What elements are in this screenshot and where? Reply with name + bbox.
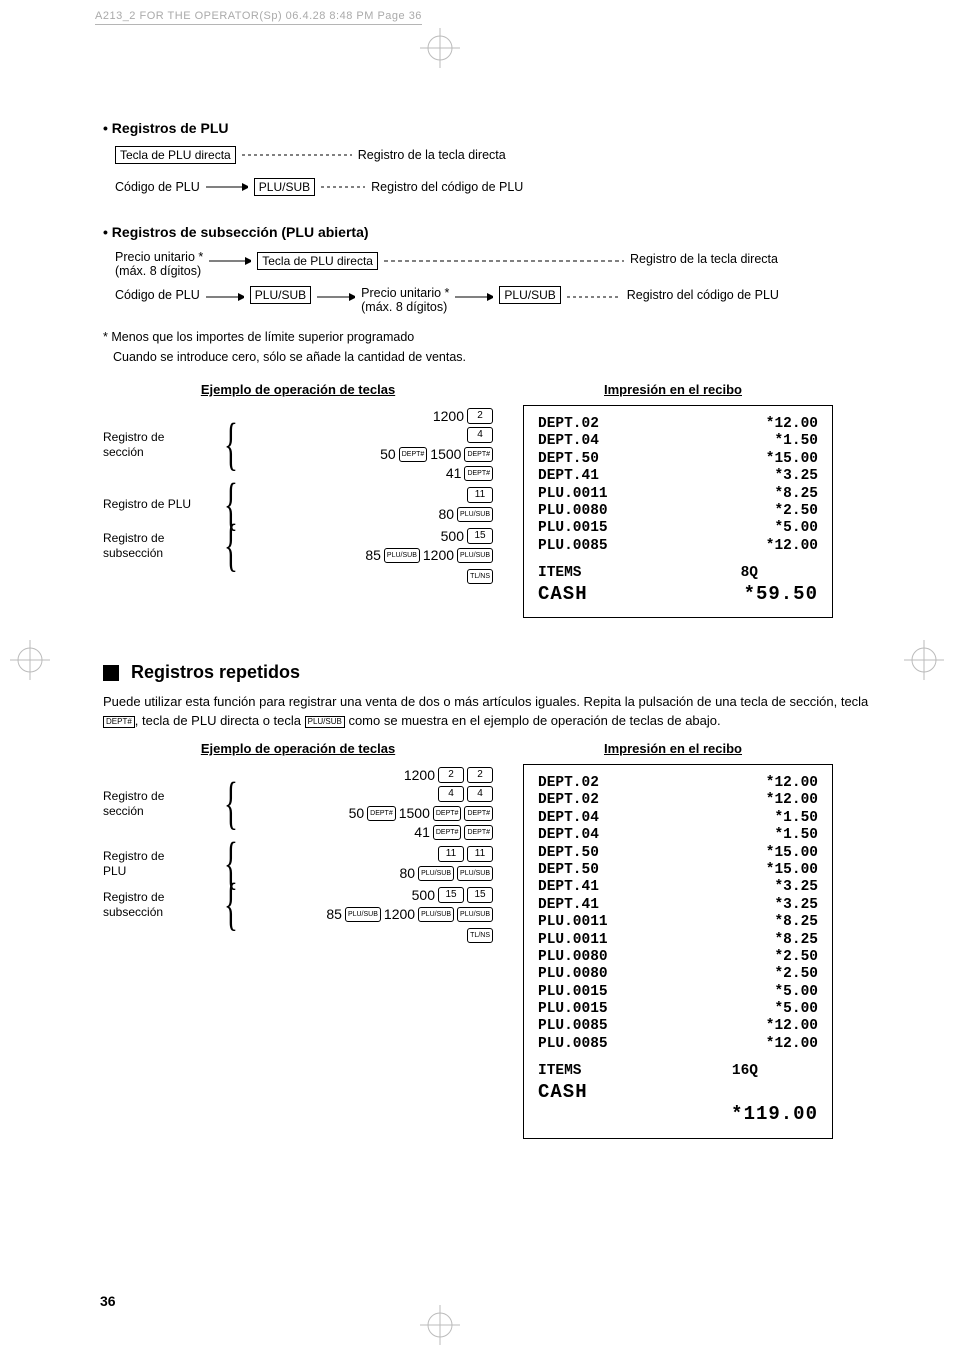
- direct-result: Registro de la tecla directa: [630, 252, 778, 266]
- registration-mark-bottom: [420, 1305, 460, 1345]
- heading-repeat: Registros repetidos: [103, 662, 896, 683]
- label-subseccion-2: Registro de subsección: [103, 890, 213, 919]
- plu-code-label: Código de PLU: [115, 180, 200, 194]
- registration-mark-top: [420, 28, 460, 68]
- footnote-1: * Menos que los importes de límite super…: [103, 330, 896, 344]
- plusub-key-inline: PLU/SUB: [305, 716, 345, 728]
- section-subsection-title: • Registros de subsección (PLU abierta): [103, 224, 896, 240]
- plusub-key: PLU/SUB: [254, 178, 315, 196]
- keyops-header: Ejemplo de operación de teclas: [103, 382, 493, 397]
- price-label-group: Precio unitario * (máx. 8 dígitos): [115, 250, 203, 278]
- code-result: Registro del código de PLU: [371, 180, 523, 194]
- registration-mark-right: [904, 640, 944, 680]
- code-label: Código de PLU: [115, 288, 200, 302]
- receipt-printout-1: DEPT.02*12.00DEPT.04*1.50DEPT.50*15.00DE…: [523, 405, 833, 618]
- footnote-2: Cuando se introduce cero, sólo se añade …: [113, 350, 896, 364]
- plu-direct-flow: Tecla de PLU directa Registro de la tecl…: [115, 146, 896, 164]
- plusub-key: PLU/SUB: [250, 286, 311, 304]
- section-plu-title: • Registros de PLU: [103, 120, 896, 136]
- subsection-code-flow: Código de PLU PLU/SUB Precio unitario * …: [115, 286, 896, 314]
- direct-plu-key: Tecla de PLU directa: [257, 252, 378, 270]
- plusub-key-2: PLU/SUB: [499, 286, 560, 304]
- subsection-direct-flow: Precio unitario * (máx. 8 dígitos) Tecla…: [115, 250, 896, 278]
- label-plu: Registro de PLU: [103, 497, 213, 511]
- keyops-header-2: Ejemplo de operación de teclas: [103, 741, 493, 756]
- page-number: 36: [100, 1293, 116, 1309]
- registration-mark-left: [10, 640, 50, 680]
- key-operation-example-1: Registro de sección { 12002 4 50DEPT#150…: [103, 397, 493, 587]
- direct-result: Registro de la tecla directa: [358, 148, 506, 162]
- label-seccion-2: Registro de sección: [103, 789, 213, 818]
- key-operation-example-2: Registro de sección { 120022 44 50DEPT#1…: [103, 756, 493, 946]
- label-seccion: Registro de sección: [103, 430, 213, 459]
- bullet-icon: [103, 665, 119, 681]
- price-label-group-2: Precio unitario * (máx. 8 dígitos): [361, 286, 449, 314]
- label-subseccion: Registro de subsección: [103, 531, 213, 560]
- code-result-2: Registro del código de PLU: [627, 288, 779, 302]
- document-header: A213_2 FOR THE OPERATOR(Sp) 06.4.28 8:48…: [95, 10, 904, 22]
- receipt-printout-2: DEPT.02*12.00DEPT.02*12.00DEPT.04*1.50DE…: [523, 764, 833, 1139]
- direct-plu-key: Tecla de PLU directa: [115, 146, 236, 164]
- plu-code-flow: Código de PLU PLU/SUB Registro del códig…: [115, 178, 896, 196]
- label-plu-2: Registro de PLU: [103, 849, 213, 878]
- receipt-header-2: Impresión en el recibo: [523, 741, 823, 756]
- dept-key-inline: DEPT#: [103, 716, 135, 728]
- receipt-header: Impresión en el recibo: [523, 382, 823, 397]
- repeat-paragraph: Puede utilizar esta función para registr…: [103, 693, 896, 731]
